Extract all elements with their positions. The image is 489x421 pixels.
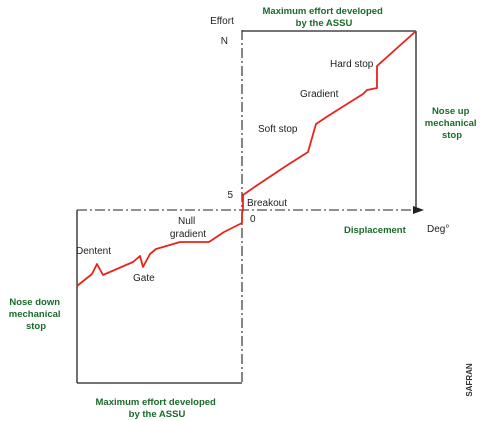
null-gradient-line-2: gradient (170, 229, 206, 240)
top-limit-line-2: by the ASSU (296, 18, 353, 29)
null-gradient-label: Null gradient (170, 216, 206, 240)
nose-down-line-3: stop (26, 321, 46, 332)
origin-label: 0 (250, 214, 256, 225)
y-axis-label: Effort (210, 16, 234, 27)
top-limit-label: Maximum effort developed by the ASSU (263, 6, 386, 29)
y-tick-5: 5 (227, 190, 233, 201)
displacement-label: Displacement (344, 225, 407, 236)
nose-down-line-2: mechanical (9, 309, 61, 320)
null-gradient-line-1: Null (178, 216, 195, 227)
hard-stop-label: Hard stop (330, 59, 374, 70)
bottom-limit-line-1: Maximum effort developed (96, 397, 217, 408)
axes (77, 30, 414, 384)
y-max-label: N (221, 36, 228, 47)
limit-frame (76, 30, 417, 384)
top-limit-line-1: Maximum effort developed (263, 6, 384, 17)
nose-up-line-1: Nose up (432, 106, 470, 117)
nose-up-line-3: stop (442, 130, 462, 141)
breakout-label: Breakout (247, 198, 287, 209)
bottom-limit-line-2: by the ASSU (129, 409, 186, 420)
force-curve (76, 30, 417, 287)
x-unit-label: Deg° (427, 224, 449, 235)
dentent-label: Dentent (76, 246, 111, 257)
gradient-label: Gradient (300, 89, 339, 100)
soft-stop-label: Soft stop (258, 124, 298, 135)
x-axis-arrow (413, 206, 424, 214)
nose-up-line-2: mechanical (425, 118, 477, 129)
bottom-limit-label: Maximum effort developed by the ASSU (96, 397, 219, 420)
nose-up-stop-label: Nose up mechanical stop (425, 106, 479, 141)
nose-down-stop-label: Nose down mechanical stop (9, 297, 63, 332)
safran-brand: SAFRAN (465, 363, 474, 397)
nose-down-line-1: Nose down (9, 297, 60, 308)
gate-label: Gate (133, 273, 155, 284)
